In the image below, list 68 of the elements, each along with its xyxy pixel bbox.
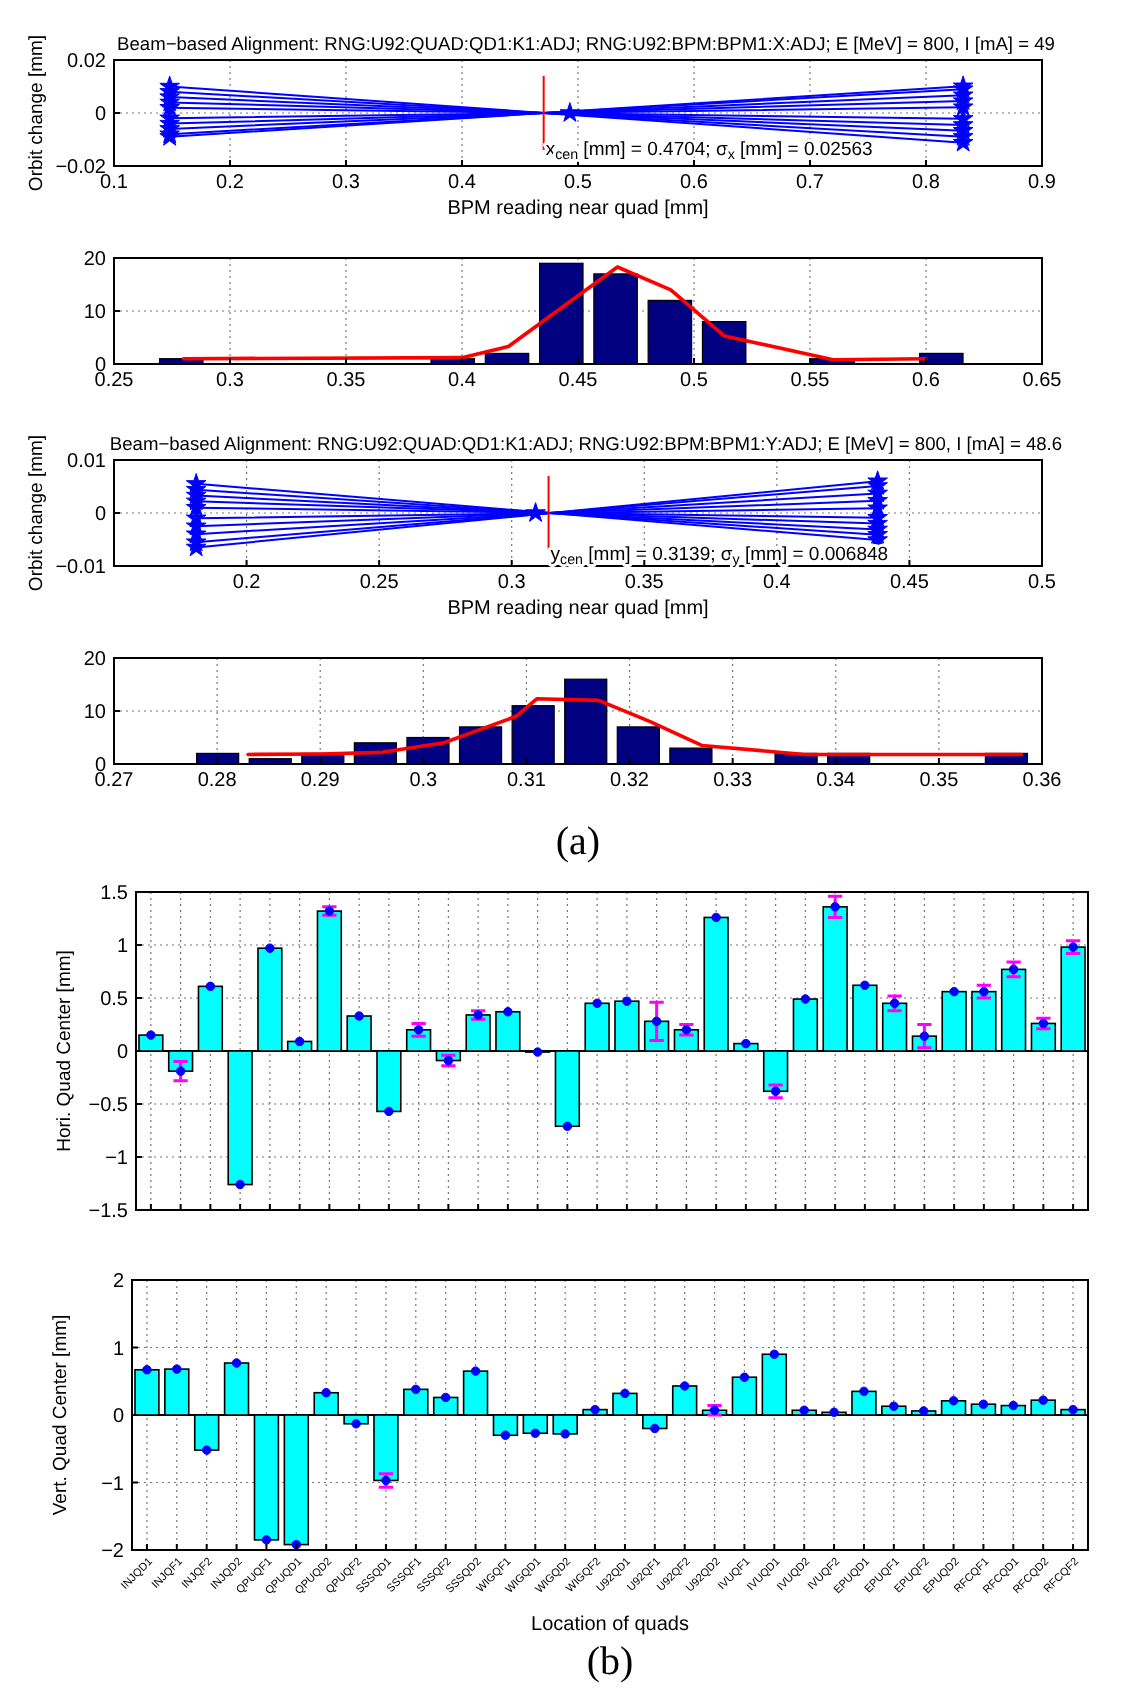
x-axis-title: BPM reading near quad [mm] <box>447 198 710 220</box>
y-tick-label: −1 <box>101 1473 125 1496</box>
y-tick-label: −0.5 <box>88 1095 129 1117</box>
x-tick-label: 0.35 <box>624 572 665 594</box>
x-tick-label: 0.27 <box>94 770 135 792</box>
x-tick-label: 0.3 <box>409 770 439 792</box>
x-tick-label: 0.28 <box>197 770 238 792</box>
x-axis-title: Location of quads <box>531 1614 689 1636</box>
y-tick-label: 0 <box>116 1042 129 1064</box>
text: (a) <box>555 820 601 864</box>
x-tick-label: 0.2 <box>216 172 245 194</box>
x-tick-label: 0.35 <box>919 770 960 792</box>
y-tick-label: 0.5 <box>100 989 129 1011</box>
x-tick-label: 0.25 <box>359 572 400 594</box>
x-tick-label: 0.34 <box>816 770 857 792</box>
x-axis-title: BPM reading near quad [mm] <box>447 598 710 620</box>
y-tick-label: 1 <box>116 936 129 958</box>
x-tick-label: 0.45 <box>889 572 930 594</box>
x-tick-label: 0.35 <box>326 370 367 392</box>
x-tick-label: 0.4 <box>762 572 792 594</box>
y-axis-title: Vert. Quad Center [mm] <box>50 1314 72 1516</box>
x-tick-label: 0.6 <box>680 172 709 194</box>
y-tick-label: 0 <box>94 504 107 526</box>
x-tick-label: 0.29 <box>300 770 341 792</box>
y-tick-label: 20 <box>83 249 107 271</box>
x-tick-label: 0.3 <box>332 172 361 194</box>
chart-title: Beam−based Alignment: RNG:U92:QUAD:QD1:K1:ADJ; RNG:U92:BPM:BPM1:Y:ADJ; E [MeV] = 800, I [mA] = 48.6 <box>109 434 1063 454</box>
x-tick-label: 0.32 <box>610 770 650 792</box>
y-tick-label: 20 <box>83 649 107 671</box>
y-tick-label: −0.01 <box>55 557 107 579</box>
x-tick-label: 0.33 <box>713 770 753 792</box>
x-tick-label: 0.36 <box>1022 770 1063 792</box>
x-tick-label: 0.25 <box>94 370 135 392</box>
y-tick-label: 10 <box>83 702 107 724</box>
y-axis-title: Hori. Quad Center [mm] <box>54 950 76 1152</box>
x-tick-label: 0.5 <box>680 370 709 392</box>
x-tick-label: 0.9 <box>1028 172 1057 194</box>
x-tick-label: 0.5 <box>1028 572 1057 594</box>
x-tick-label: 0.31 <box>506 770 547 792</box>
x-tick-label: 0.55 <box>790 370 831 392</box>
y-tick-label: 0.02 <box>67 51 107 73</box>
y-tick-label: 2 <box>112 1271 125 1293</box>
x-tick-label: 0.3 <box>216 370 245 392</box>
x-tick-label: 0.4 <box>448 172 477 194</box>
y-tick-label: 0.01 <box>67 451 107 473</box>
y-axis-title: Orbit change [mm] <box>26 34 48 192</box>
y-axis-title: Orbit change [mm] <box>26 434 48 592</box>
x-tick-label: 0.3 <box>497 572 527 594</box>
y-tick-label: 0 <box>94 104 107 126</box>
x-tick-label: 0.1 <box>100 172 129 194</box>
x-tick-label: 0.2 <box>232 572 262 594</box>
y-tick-label: −1 <box>105 1148 129 1170</box>
y-tick-label: 1 <box>112 1338 125 1361</box>
y-tick-label: 1.5 <box>100 883 129 905</box>
x-tick-label: 0.45 <box>558 370 599 392</box>
x-tick-label: 0.8 <box>912 172 941 194</box>
annotation: y$_{cen}$ [mm] = 0.3139; σ$_{y}$ [mm] = 0.006848 <box>550 543 889 568</box>
x-tick-label: 0.4 <box>448 370 477 392</box>
x-tick-label: 0.65 <box>1022 370 1063 392</box>
text: (b) <box>586 1640 634 1684</box>
x-tick-label: 0.5 <box>564 172 593 194</box>
x-tick-label: 0.7 <box>796 172 825 194</box>
chart-title: Beam−based Alignment: RNG:U92:QUAD:QD1:K1:ADJ; RNG:U92:BPM:BPM1:X:ADJ; E [MeV] = 800, I [mA] = 49 <box>117 34 1055 54</box>
x-tick-label: 0.6 <box>912 370 941 392</box>
y-tick-label: 0 <box>112 1406 125 1428</box>
y-tick-label: −2 <box>101 1541 125 1563</box>
y-tick-label: −1.5 <box>88 1201 129 1223</box>
y-tick-label: 10 <box>83 302 107 324</box>
